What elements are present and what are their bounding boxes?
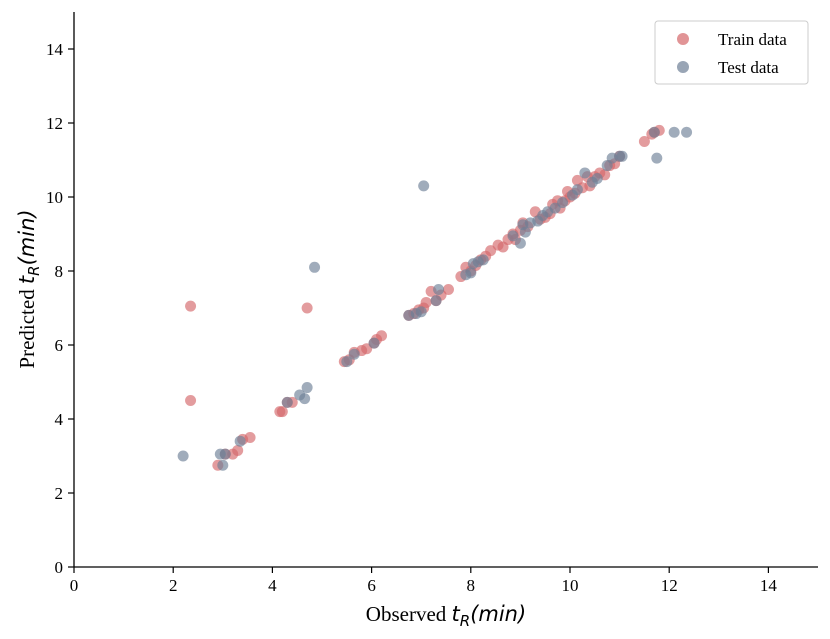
y-tick-label: 6 bbox=[55, 336, 64, 355]
points-layer bbox=[177, 124, 693, 471]
test-data-point bbox=[591, 173, 603, 184]
train-data-point bbox=[276, 406, 288, 418]
test-data-point bbox=[465, 267, 477, 279]
test-data-point bbox=[648, 126, 660, 138]
y-tick-label: 0 bbox=[55, 558, 64, 577]
y-tick-label: 12 bbox=[46, 114, 63, 133]
test-data-point bbox=[281, 396, 293, 408]
x-axis-label: Observed tR(min) bbox=[366, 602, 526, 630]
train-data-point bbox=[638, 136, 650, 147]
y-tick-label: 2 bbox=[55, 484, 64, 503]
test-data-point bbox=[519, 226, 531, 238]
y-tick-label: 10 bbox=[46, 188, 63, 207]
test-data-point bbox=[348, 348, 360, 360]
legend-label-test: Test data bbox=[718, 58, 779, 77]
x-tick-label: 4 bbox=[268, 576, 277, 595]
train-data-point bbox=[232, 444, 244, 456]
test-data-point bbox=[681, 126, 693, 138]
y-ticks: 0 2 4 6 8 10 12 14 bbox=[46, 40, 74, 577]
train-data-point bbox=[420, 296, 432, 308]
test-data-point bbox=[309, 261, 321, 273]
x-tick-label: 2 bbox=[169, 576, 178, 595]
y-axis-label: Predicted tR(min) bbox=[15, 209, 43, 368]
x-tick-label: 12 bbox=[661, 576, 678, 595]
test-data-point bbox=[415, 306, 427, 318]
test-data-point bbox=[217, 459, 229, 471]
train-data-point bbox=[185, 395, 197, 406]
test-data-point bbox=[341, 356, 353, 368]
test-data-point bbox=[507, 230, 519, 242]
test-data-point bbox=[477, 254, 489, 266]
train-data-point bbox=[301, 302, 313, 314]
test-data-point bbox=[368, 337, 380, 349]
legend: Train data Test data bbox=[654, 20, 809, 85]
test-data-point bbox=[651, 152, 663, 164]
test-data-point bbox=[557, 197, 569, 209]
test-data-point bbox=[514, 237, 526, 249]
x-ticks: 0 2 4 6 8 10 12 14 bbox=[70, 567, 778, 595]
test-data-point bbox=[177, 450, 189, 462]
x-tick-label: 6 bbox=[367, 576, 376, 595]
train-data-point bbox=[442, 284, 454, 295]
x-tick-label: 14 bbox=[760, 576, 778, 595]
x-tick-label: 10 bbox=[562, 576, 579, 595]
x-tick-label: 8 bbox=[467, 576, 476, 595]
legend-marker-train bbox=[677, 33, 689, 45]
y-tick-label: 8 bbox=[55, 262, 64, 281]
test-data-point bbox=[430, 295, 442, 307]
test-data-point bbox=[433, 284, 445, 295]
test-data-point bbox=[418, 180, 430, 192]
test-data-point bbox=[299, 393, 311, 405]
test-data-point bbox=[579, 167, 591, 179]
legend-label-train: Train data bbox=[718, 30, 787, 49]
x-tick-label: 0 bbox=[70, 576, 79, 595]
test-data-point bbox=[668, 126, 680, 138]
legend-frame bbox=[654, 20, 809, 85]
test-data-point bbox=[301, 382, 313, 394]
test-data-point bbox=[219, 448, 231, 460]
legend-marker-test bbox=[677, 61, 689, 73]
y-tick-label: 14 bbox=[46, 40, 64, 59]
test-data-point bbox=[234, 435, 246, 447]
y-tick-label: 4 bbox=[55, 410, 64, 429]
train-data-point bbox=[185, 300, 197, 312]
train-data-point bbox=[244, 432, 256, 443]
test-data-point bbox=[616, 150, 628, 162]
test-data-point bbox=[571, 184, 583, 196]
train-data-point bbox=[376, 330, 388, 342]
test-data-series bbox=[177, 126, 693, 471]
